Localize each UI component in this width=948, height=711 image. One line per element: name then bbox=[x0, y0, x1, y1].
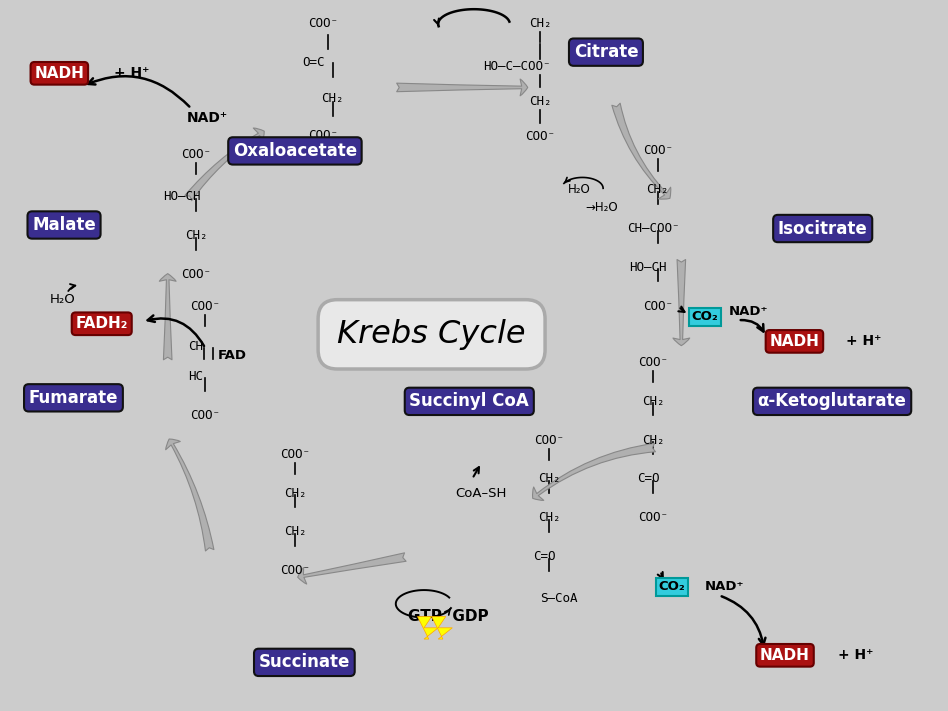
Text: COO⁻: COO⁻ bbox=[181, 268, 211, 281]
Text: + H⁺: + H⁺ bbox=[847, 334, 882, 348]
Text: CH₂: CH₂ bbox=[321, 92, 344, 105]
Text: Fumarate: Fumarate bbox=[28, 389, 118, 407]
Text: COO⁻: COO⁻ bbox=[643, 299, 673, 313]
Text: Krebs Cycle: Krebs Cycle bbox=[337, 319, 526, 350]
Text: CH–COO⁻: CH–COO⁻ bbox=[627, 222, 680, 235]
Text: COO⁻: COO⁻ bbox=[181, 148, 211, 161]
Text: CH₂: CH₂ bbox=[283, 486, 306, 500]
Text: COO⁻: COO⁻ bbox=[525, 130, 555, 144]
Text: C=O: C=O bbox=[534, 550, 556, 563]
Text: COO⁻: COO⁻ bbox=[638, 511, 668, 524]
Text: CH₂: CH₂ bbox=[185, 229, 208, 242]
Text: COO⁻: COO⁻ bbox=[638, 356, 668, 369]
Text: CH₂: CH₂ bbox=[642, 395, 665, 408]
Polygon shape bbox=[417, 616, 438, 639]
Text: Succinate: Succinate bbox=[259, 653, 350, 671]
Text: Isocitrate: Isocitrate bbox=[777, 220, 867, 237]
Text: NADH: NADH bbox=[760, 648, 810, 663]
Text: CH₂: CH₂ bbox=[283, 525, 306, 538]
Text: COO⁻: COO⁻ bbox=[535, 434, 564, 447]
Text: CH₂: CH₂ bbox=[529, 18, 551, 31]
Text: O=C: O=C bbox=[302, 56, 325, 69]
Text: + H⁺: + H⁺ bbox=[114, 66, 150, 80]
Text: NAD⁺: NAD⁺ bbox=[705, 580, 744, 594]
Text: HO–C–COO⁻: HO–C–COO⁻ bbox=[483, 60, 550, 73]
Text: COO⁻: COO⁻ bbox=[191, 299, 220, 313]
Text: Citrate: Citrate bbox=[574, 43, 638, 61]
Text: HO–CH: HO–CH bbox=[163, 191, 201, 203]
Text: CH₂: CH₂ bbox=[642, 434, 665, 447]
Text: Malate: Malate bbox=[32, 216, 96, 234]
Text: COO⁻: COO⁻ bbox=[308, 129, 338, 142]
Text: H₂O: H₂O bbox=[568, 183, 591, 196]
Text: HO–CH: HO–CH bbox=[629, 261, 667, 274]
Text: GTP  GDP: GTP GDP bbox=[408, 609, 488, 624]
Text: COO⁻: COO⁻ bbox=[308, 18, 338, 31]
Text: CH₂: CH₂ bbox=[529, 95, 551, 108]
Text: NAD⁺: NAD⁺ bbox=[728, 304, 768, 318]
Text: CoA–SH: CoA–SH bbox=[455, 486, 506, 500]
Text: NAD⁺: NAD⁺ bbox=[187, 112, 228, 125]
Text: CH₂: CH₂ bbox=[538, 511, 560, 524]
Text: HC: HC bbox=[189, 370, 204, 383]
Text: →H₂O: →H₂O bbox=[585, 201, 618, 214]
Text: Succinyl CoA: Succinyl CoA bbox=[410, 392, 529, 410]
Text: α-Ketoglutarate: α-Ketoglutarate bbox=[757, 392, 906, 410]
Text: CH₂: CH₂ bbox=[647, 183, 669, 196]
Text: NADH: NADH bbox=[770, 334, 819, 349]
Text: CO₂: CO₂ bbox=[659, 580, 685, 594]
Polygon shape bbox=[431, 616, 452, 639]
Text: Oxaloacetate: Oxaloacetate bbox=[233, 142, 357, 160]
Text: COO⁻: COO⁻ bbox=[280, 564, 310, 577]
Text: S–CoA: S–CoA bbox=[540, 592, 577, 605]
Text: COO⁻: COO⁻ bbox=[280, 448, 310, 461]
Text: + H⁺: + H⁺ bbox=[838, 648, 873, 663]
Text: CH: CH bbox=[189, 340, 204, 353]
Text: FADH₂: FADH₂ bbox=[76, 316, 128, 331]
Text: CO₂: CO₂ bbox=[691, 310, 719, 324]
Text: FAD: FAD bbox=[218, 349, 246, 362]
Text: CH₂: CH₂ bbox=[538, 472, 560, 486]
Text: H₂O: H₂O bbox=[50, 292, 76, 306]
Text: COO⁻: COO⁻ bbox=[191, 409, 220, 422]
Text: COO⁻: COO⁻ bbox=[643, 144, 673, 157]
Text: NADH: NADH bbox=[34, 66, 84, 81]
Text: C=O: C=O bbox=[637, 472, 660, 486]
